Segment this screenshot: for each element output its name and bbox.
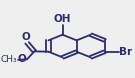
Text: CH₃: CH₃	[1, 55, 18, 64]
Text: O: O	[22, 32, 30, 42]
Text: Br: Br	[119, 47, 133, 57]
Text: O: O	[18, 54, 26, 64]
Text: OH: OH	[54, 14, 71, 24]
